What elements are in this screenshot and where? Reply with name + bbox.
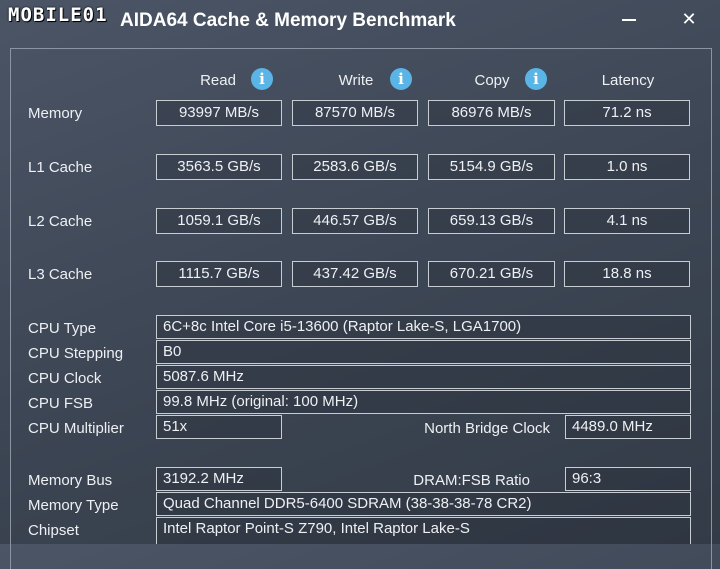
cpu-multiplier-value: 51x bbox=[156, 415, 282, 439]
memory-read-value: 93997 MB/s bbox=[156, 100, 282, 126]
minimize-button[interactable] bbox=[614, 6, 644, 32]
l2-latency-value: 4.1 ns bbox=[564, 208, 690, 234]
cpu-multiplier-label: CPU Multiplier bbox=[28, 420, 124, 437]
read-info-icon[interactable]: i bbox=[251, 68, 273, 90]
row-label-l3-cache: L3 Cache bbox=[28, 266, 93, 283]
watermark-logo: MOBILE01 bbox=[8, 4, 108, 26]
column-header-latency: Latency bbox=[601, 72, 655, 89]
l1-copy-value: 5154.9 GB/s bbox=[428, 154, 555, 180]
chipset-label: Chipset bbox=[28, 522, 79, 539]
minimize-icon bbox=[622, 19, 636, 21]
l3-copy-value: 670.21 GB/s bbox=[428, 261, 555, 287]
memory-type-label: Memory Type bbox=[28, 497, 119, 514]
l2-copy-value: 659.13 GB/s bbox=[428, 208, 555, 234]
cpu-stepping-label: CPU Stepping bbox=[28, 345, 124, 362]
l1-write-value: 2583.6 GB/s bbox=[292, 154, 418, 180]
l1-latency-value: 1.0 ns bbox=[564, 154, 690, 180]
row-label-memory: Memory bbox=[28, 105, 83, 122]
cpu-fsb-label: CPU FSB bbox=[28, 395, 94, 412]
cpu-type-label: CPU Type bbox=[28, 320, 97, 337]
dram-fsb-ratio-value: 96:3 bbox=[565, 467, 691, 491]
title-bar: AIDA64 Cache & Memory Benchmark MOBILE01… bbox=[0, 0, 720, 44]
l1-read-value: 3563.5 GB/s bbox=[156, 154, 282, 180]
copy-info-icon[interactable]: i bbox=[525, 68, 547, 90]
l2-write-value: 446.57 GB/s bbox=[292, 208, 418, 234]
north-bridge-clock-label: North Bridge Clock bbox=[424, 420, 550, 437]
l2-read-value: 1059.1 GB/s bbox=[156, 208, 282, 234]
memory-type-value: Quad Channel DDR5-6400 SDRAM (38-38-38-7… bbox=[156, 492, 691, 516]
memory-bus-value: 3192.2 MHz bbox=[156, 467, 282, 491]
row-label-l1-cache: L1 Cache bbox=[28, 159, 93, 176]
dram-fsb-ratio-label: DRAM:FSB Ratio bbox=[413, 472, 530, 489]
cpu-fsb-value: 99.8 MHz (original: 100 MHz) bbox=[156, 390, 691, 414]
window-title: AIDA64 Cache & Memory Benchmark bbox=[120, 10, 456, 31]
column-header-copy: Copy bbox=[474, 72, 510, 89]
memory-copy-value: 86976 MB/s bbox=[428, 100, 555, 126]
write-info-icon[interactable]: i bbox=[390, 68, 412, 90]
l3-latency-value: 18.8 ns bbox=[564, 261, 690, 287]
cpu-type-value: 6C+8c Intel Core i5-13600 (Raptor Lake-S… bbox=[156, 315, 691, 339]
row-label-l2-cache: L2 Cache bbox=[28, 213, 93, 230]
column-header-read: Read bbox=[200, 72, 236, 89]
close-button[interactable]: ✕ bbox=[674, 6, 704, 32]
close-icon: ✕ bbox=[681, 8, 697, 29]
l3-write-value: 437.42 GB/s bbox=[292, 261, 418, 287]
column-header-write: Write bbox=[338, 72, 374, 89]
north-bridge-clock-value: 4489.0 MHz bbox=[565, 415, 691, 439]
cpu-clock-value: 5087.6 MHz bbox=[156, 365, 691, 389]
memory-write-value: 87570 MB/s bbox=[292, 100, 418, 126]
memory-bus-label: Memory Bus bbox=[28, 472, 113, 489]
cpu-clock-label: CPU Clock bbox=[28, 370, 102, 387]
benchmark-panel bbox=[10, 48, 712, 569]
l3-read-value: 1115.7 GB/s bbox=[156, 261, 282, 287]
cpu-stepping-value: B0 bbox=[156, 340, 691, 364]
chipset-value: Intel Raptor Point-S Z790, Intel Raptor … bbox=[156, 517, 691, 544]
memory-latency-value: 71.2 ns bbox=[564, 100, 690, 126]
